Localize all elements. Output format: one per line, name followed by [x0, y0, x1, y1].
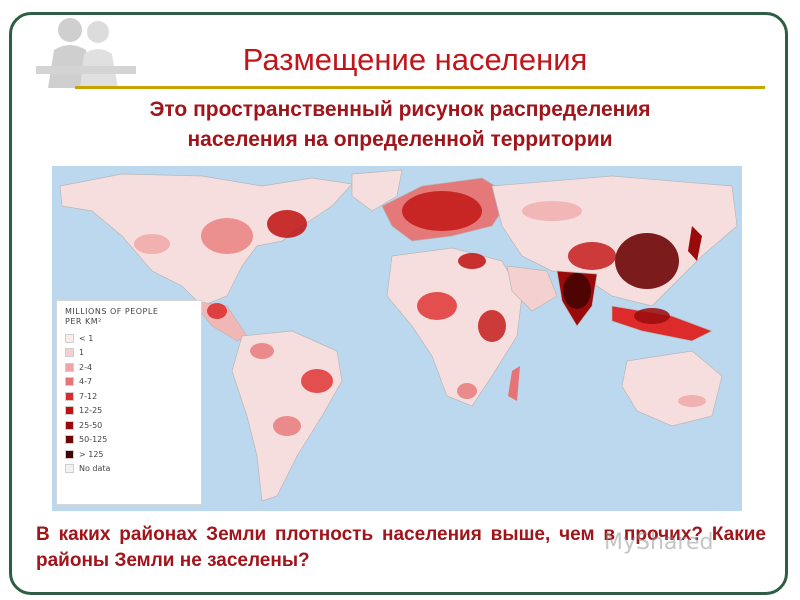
map-legend: MILLIONS OF PEOPLE PER KM² < 1 1 2-4 4-7… — [56, 300, 202, 505]
legend-item: > 125 — [65, 447, 193, 462]
slide-title: Размещение населения — [242, 42, 588, 77]
legend-title: MILLIONS OF PEOPLE PER KM² — [65, 307, 193, 327]
legend-swatch — [65, 406, 74, 416]
legend-swatch — [65, 391, 74, 401]
presenters-logo-icon — [36, 18, 136, 88]
legend-item: 1 — [65, 346, 193, 361]
legend-swatch — [65, 377, 74, 387]
watermark: MyShared — [604, 530, 714, 555]
legend-swatch — [65, 333, 74, 343]
legend-item: No data — [65, 462, 193, 477]
legend-item: 12-25 — [65, 404, 193, 419]
legend-item: 50-125 — [65, 433, 193, 448]
legend-list: < 1 1 2-4 4-7 7-12 12-25 25-50 50-125 > … — [65, 331, 193, 476]
question-text: В каких районах Земли плотность населени… — [36, 524, 766, 571]
legend-item: 2-4 — [65, 360, 193, 375]
title-underline — [75, 86, 765, 89]
legend-label: 2-4 — [79, 362, 93, 372]
legend-label: 25-50 — [79, 420, 103, 430]
population-density-map: MILLIONS OF PEOPLE PER KM² < 1 1 2-4 4-7… — [52, 166, 742, 511]
legend-item: < 1 — [65, 331, 193, 346]
slide-subtitle: Это пространственный рисунок распределен… — [40, 95, 760, 155]
legend-swatch — [65, 435, 74, 445]
legend-swatch — [65, 449, 74, 459]
legend-item: 7-12 — [65, 389, 193, 404]
legend-swatch — [65, 464, 74, 474]
legend-swatch — [65, 348, 74, 358]
legend-item: 25-50 — [65, 418, 193, 433]
legend-title-line-1: MILLIONS OF PEOPLE — [65, 307, 159, 316]
legend-label: < 1 — [79, 333, 94, 343]
legend-label: 50-125 — [79, 435, 108, 445]
world-map-image — [59, 169, 738, 502]
legend-swatch — [65, 362, 74, 372]
subtitle-line-1: Это пространственный рисунок распределен… — [149, 98, 651, 121]
legend-label: > 125 — [79, 449, 104, 459]
legend-label: 4-7 — [79, 377, 93, 387]
legend-label: 12-25 — [79, 406, 103, 416]
legend-item: 4-7 — [65, 375, 193, 390]
legend-label: No data — [79, 464, 111, 474]
subtitle-line-2: населения на определенной территории — [187, 128, 613, 151]
legend-title-line-2: PER KM² — [65, 317, 102, 326]
legend-swatch — [65, 420, 74, 430]
legend-label: 7-12 — [79, 391, 98, 401]
legend-label: 1 — [79, 348, 85, 358]
